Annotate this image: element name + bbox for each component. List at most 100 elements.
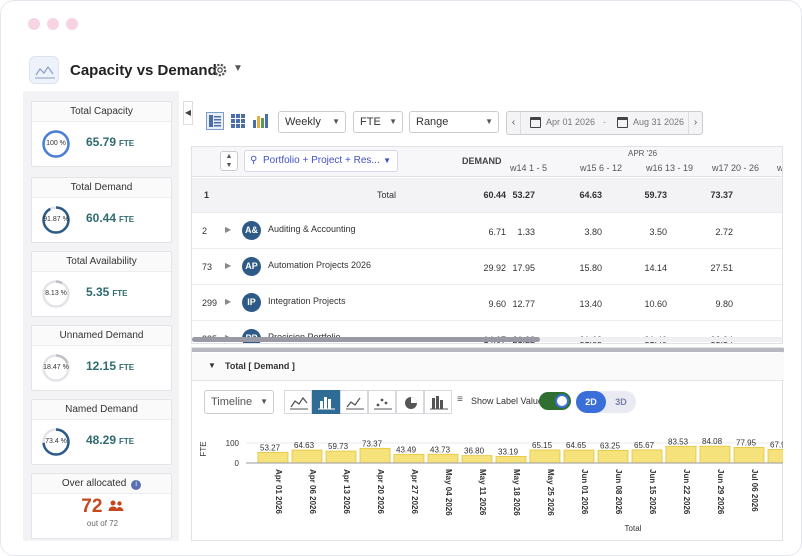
month-header: APR '26 [628, 149, 658, 158]
prev-range-button[interactable]: ‹ [507, 112, 521, 134]
week-cell: 17.95 [512, 263, 535, 273]
table-row[interactable]: 2 ▶ A& Auditing & Accounting 6.71 1.33 3.80 3.5… [192, 213, 782, 249]
gear-icon[interactable] [212, 62, 228, 78]
collapse-sidebar-button[interactable]: ◀ [183, 101, 193, 125]
range-select[interactable]: Range ▼ [409, 111, 499, 133]
chevron-down-icon: ▼ [389, 117, 397, 126]
gauge-percent: 8.13 % [45, 290, 67, 297]
bar-value-label: 63.25 [600, 441, 621, 450]
card-title: Named Demand [32, 400, 171, 420]
sort-toggle-button[interactable]: ▲ ▼ [220, 151, 238, 171]
table-row[interactable]: 73 ▶ AP Automation Projects 2026 29.92 17.95 1… [192, 249, 782, 285]
column-chart-button[interactable] [424, 390, 452, 414]
bar-value-label: 64.65 [566, 441, 587, 450]
info-icon[interactable]: i [131, 480, 142, 490]
x-tick-label: Apr 27 2026 [410, 469, 419, 514]
unit-select[interactable]: FTE ▼ [353, 111, 403, 133]
collapse-caret-icon[interactable]: ▼ [208, 361, 216, 370]
x-tick-label: Apr 13 2026 [342, 469, 351, 514]
week-cell: 1.33 [517, 227, 535, 237]
date-from[interactable]: Apr 01 2026 [546, 117, 596, 127]
gauge-percent: 18.47 % [43, 364, 69, 371]
y-tick-label: 0 [235, 459, 240, 468]
expand-row-icon[interactable]: ▶ [225, 297, 232, 306]
y-axis-label: FTE [199, 441, 208, 456]
next-range-button[interactable]: › [688, 112, 702, 134]
calendar-icon[interactable] [530, 117, 541, 128]
bar-value-label: 64.63 [294, 441, 315, 450]
date-to[interactable]: Aug 31 2026 [633, 117, 685, 127]
week-header: w15 6 - 12 [580, 163, 623, 173]
x-tick-label: May 18 2026 [512, 469, 521, 516]
table-row[interactable]: 299 ▶ IP Integration Projects 9.60 12.77 13.40… [192, 285, 782, 321]
over-allocated-card: Over allocated i 72 out of 72 [31, 473, 172, 539]
row-demand: 29.92 [483, 263, 506, 273]
period-select[interactable]: Weekly ▼ [278, 111, 346, 133]
grid-chart-view-icon[interactable] [206, 112, 224, 130]
dimension-toggle[interactable]: 2D 3D [576, 391, 636, 413]
bar [699, 445, 731, 464]
week-cell: 10.60 [644, 299, 667, 309]
bar [733, 447, 765, 464]
date-range-picker[interactable]: ‹ Apr 01 2026 - Aug 31 2026 › [506, 111, 703, 135]
week-cell: 15.80 [579, 263, 602, 273]
row-label: Total [377, 190, 397, 200]
mode-3d-button[interactable]: 3D [615, 397, 627, 407]
bar-chart-button[interactable] [312, 390, 340, 414]
gauge-ring [42, 206, 70, 234]
unnamed-demand-card: Unnamed Demand 18.47 % 12.15 FTE [31, 325, 172, 391]
chart-view-icon[interactable] [251, 112, 269, 130]
total-row[interactable]: 1 Total 60.44 53.27 64.63 59.73 73.37 4 [192, 178, 782, 213]
window-maximize-dot[interactable] [66, 18, 78, 30]
panel-resize-handle[interactable] [192, 348, 784, 352]
demand-grid: ▲ ▼ ⚲ Portfolio + Project + Res... ▼ DEMA… [191, 146, 783, 344]
card-value: 60.44 [86, 211, 117, 225]
chevron-down-icon[interactable]: ▼ [233, 63, 243, 74]
bar-value-label: 67.9 [770, 440, 783, 449]
bar-value-label: 59.73 [328, 442, 349, 451]
pie-chart-button[interactable] [396, 390, 424, 414]
bar [597, 449, 629, 464]
window-close-dot[interactable] [28, 18, 40, 30]
area-chart-button[interactable] [284, 390, 312, 414]
card-unit: FTE [119, 215, 135, 224]
week-cell: 3.80 [584, 227, 602, 237]
week-header: w14 1 - 5 [510, 163, 548, 173]
scatter-chart-button[interactable] [368, 390, 396, 414]
gauge-ring [42, 280, 70, 308]
total-capacity-card: Total Capacity 100 % 65.79 FTE [31, 101, 172, 167]
row-label: Automation Projects 2026 [268, 260, 372, 270]
view-select[interactable]: Timeline ▼ [204, 390, 274, 414]
chart-app-icon [29, 56, 59, 84]
table-view-icon[interactable] [229, 112, 247, 130]
bar-value-label: 65.67 [634, 441, 655, 450]
horizontal-scrollbar[interactable] [192, 337, 782, 342]
gauge-percent: 100 % [46, 140, 66, 147]
grouping-selector[interactable]: ⚲ Portfolio + Project + Res... ▼ [244, 150, 398, 172]
avatar: IP [242, 293, 261, 312]
expand-row-icon[interactable]: ▶ [225, 225, 232, 234]
show-label-text: Show Label Value [471, 396, 543, 406]
bar-value-label: 77.95 [736, 438, 757, 447]
x-tick-label: Jun 15 2026 [648, 469, 657, 515]
window-minimize-dot[interactable] [47, 18, 59, 30]
over-allocated-value: 72 [81, 496, 103, 517]
total-demand-card: Total Demand 91.87 % 60.44 FTE [31, 177, 172, 243]
card-value: 12.15 [86, 359, 117, 373]
avatar: A& [242, 221, 261, 240]
row-index: 73 [202, 262, 213, 272]
scrollbar-thumb[interactable] [192, 337, 540, 342]
calendar-icon[interactable] [617, 117, 628, 128]
bar [767, 449, 783, 464]
gauge-percent: 91.87 % [43, 216, 69, 223]
line-chart-icon [346, 397, 364, 410]
row-label: Auditing & Accounting [268, 224, 356, 234]
expand-row-icon[interactable]: ▶ [225, 261, 232, 270]
label-list-icon: ≡ [457, 394, 463, 405]
row-label: Integration Projects [268, 296, 346, 306]
mode-2d-button[interactable]: 2D [576, 391, 606, 413]
line-chart-button[interactable] [340, 390, 368, 414]
bar [495, 455, 527, 464]
show-label-toggle[interactable] [539, 392, 571, 410]
